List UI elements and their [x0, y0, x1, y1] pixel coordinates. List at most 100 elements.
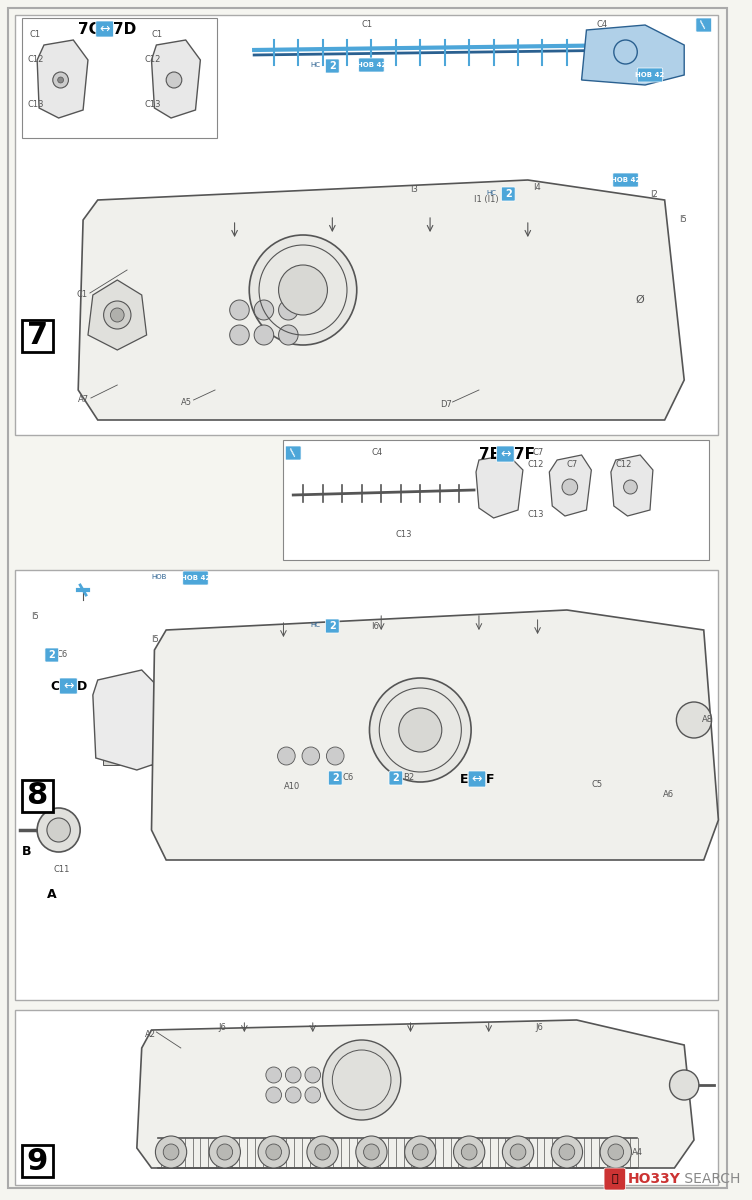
Polygon shape	[151, 610, 718, 860]
Text: B: B	[22, 845, 31, 858]
Text: A5: A5	[180, 398, 192, 407]
FancyBboxPatch shape	[59, 678, 77, 694]
Text: C1: C1	[76, 290, 87, 299]
Bar	[220, 1045, 259, 1075]
Bar	[14, 570, 718, 1000]
Text: C11: C11	[53, 865, 70, 874]
Text: A: A	[47, 888, 56, 901]
Text: HOB: HOB	[151, 574, 167, 580]
Text: 7E: 7E	[479, 446, 500, 462]
Circle shape	[453, 1136, 485, 1168]
Circle shape	[156, 1136, 186, 1168]
Circle shape	[356, 1136, 387, 1168]
Text: I6: I6	[371, 622, 379, 631]
Text: HC: HC	[311, 622, 321, 628]
Text: A2: A2	[144, 1030, 156, 1039]
Circle shape	[277, 746, 296, 766]
FancyBboxPatch shape	[359, 58, 384, 72]
Text: 2: 2	[329, 61, 335, 71]
Circle shape	[315, 1144, 330, 1160]
Text: 7F: 7F	[514, 446, 535, 462]
Bar	[14, 14, 718, 434]
Bar	[596, 660, 684, 790]
Bar	[567, 298, 635, 338]
Text: I5: I5	[679, 215, 687, 224]
Text: B2: B2	[403, 773, 414, 782]
FancyBboxPatch shape	[286, 446, 301, 460]
Polygon shape	[151, 40, 200, 118]
Text: HC: HC	[487, 190, 497, 196]
Text: A10: A10	[284, 782, 300, 791]
Text: 2: 2	[48, 650, 55, 660]
FancyBboxPatch shape	[326, 59, 339, 73]
Bar	[523, 1045, 562, 1075]
Text: I3: I3	[411, 185, 418, 194]
Text: I4: I4	[532, 182, 541, 192]
Text: 2: 2	[393, 773, 399, 782]
Text: J6: J6	[535, 1022, 544, 1032]
Text: J6: J6	[218, 1022, 226, 1032]
Polygon shape	[611, 455, 653, 516]
Text: C6: C6	[342, 773, 353, 782]
Circle shape	[405, 1136, 436, 1168]
Text: D7: D7	[440, 400, 452, 409]
Text: C6: C6	[56, 650, 68, 659]
Text: ↔: ↔	[63, 679, 74, 692]
Circle shape	[278, 300, 298, 320]
FancyBboxPatch shape	[696, 18, 711, 32]
Bar	[22, 320, 53, 352]
Circle shape	[266, 1067, 281, 1082]
Text: I5: I5	[32, 612, 39, 622]
Bar	[557, 230, 645, 350]
Bar	[127, 695, 151, 715]
Text: E: E	[459, 773, 468, 786]
Circle shape	[266, 1144, 281, 1160]
FancyBboxPatch shape	[502, 187, 515, 200]
Circle shape	[608, 1144, 623, 1160]
Text: 2: 2	[505, 188, 511, 199]
Bar	[284, 440, 708, 560]
Circle shape	[53, 72, 68, 88]
FancyBboxPatch shape	[604, 1168, 626, 1190]
FancyBboxPatch shape	[389, 770, 403, 785]
Circle shape	[209, 1136, 241, 1168]
Circle shape	[217, 1144, 232, 1160]
FancyBboxPatch shape	[496, 446, 514, 462]
Text: C7: C7	[567, 460, 578, 469]
Circle shape	[37, 808, 80, 852]
Text: C12: C12	[144, 55, 161, 64]
Circle shape	[559, 1144, 575, 1160]
Bar	[604, 733, 672, 773]
Circle shape	[305, 1067, 320, 1082]
Bar	[102, 695, 127, 715]
Bar	[186, 240, 205, 260]
Circle shape	[166, 72, 182, 88]
Text: ↔: ↔	[99, 23, 110, 36]
Text: A8: A8	[702, 715, 713, 724]
Bar	[22, 1145, 53, 1177]
Circle shape	[278, 325, 298, 346]
Bar	[22, 18, 217, 138]
Text: HOB 42: HOB 42	[181, 575, 210, 581]
Text: C13: C13	[528, 510, 544, 518]
Text: I2: I2	[650, 190, 658, 199]
Text: A6: A6	[663, 790, 674, 799]
Text: F: F	[486, 773, 494, 786]
Bar	[102, 745, 127, 766]
Text: HOB 42: HOB 42	[611, 176, 640, 182]
FancyBboxPatch shape	[183, 571, 208, 584]
FancyBboxPatch shape	[96, 20, 114, 37]
Polygon shape	[549, 455, 591, 516]
Circle shape	[58, 77, 63, 83]
Circle shape	[258, 1136, 290, 1168]
Text: C1: C1	[362, 20, 373, 29]
Circle shape	[461, 1144, 477, 1160]
Circle shape	[254, 325, 274, 346]
Text: HOB 42: HOB 42	[635, 72, 665, 78]
Circle shape	[676, 702, 711, 738]
Bar	[176, 1045, 215, 1075]
Text: 9: 9	[26, 1146, 48, 1176]
FancyBboxPatch shape	[326, 619, 339, 634]
Text: 8: 8	[26, 781, 48, 810]
Text: C12: C12	[27, 55, 44, 64]
